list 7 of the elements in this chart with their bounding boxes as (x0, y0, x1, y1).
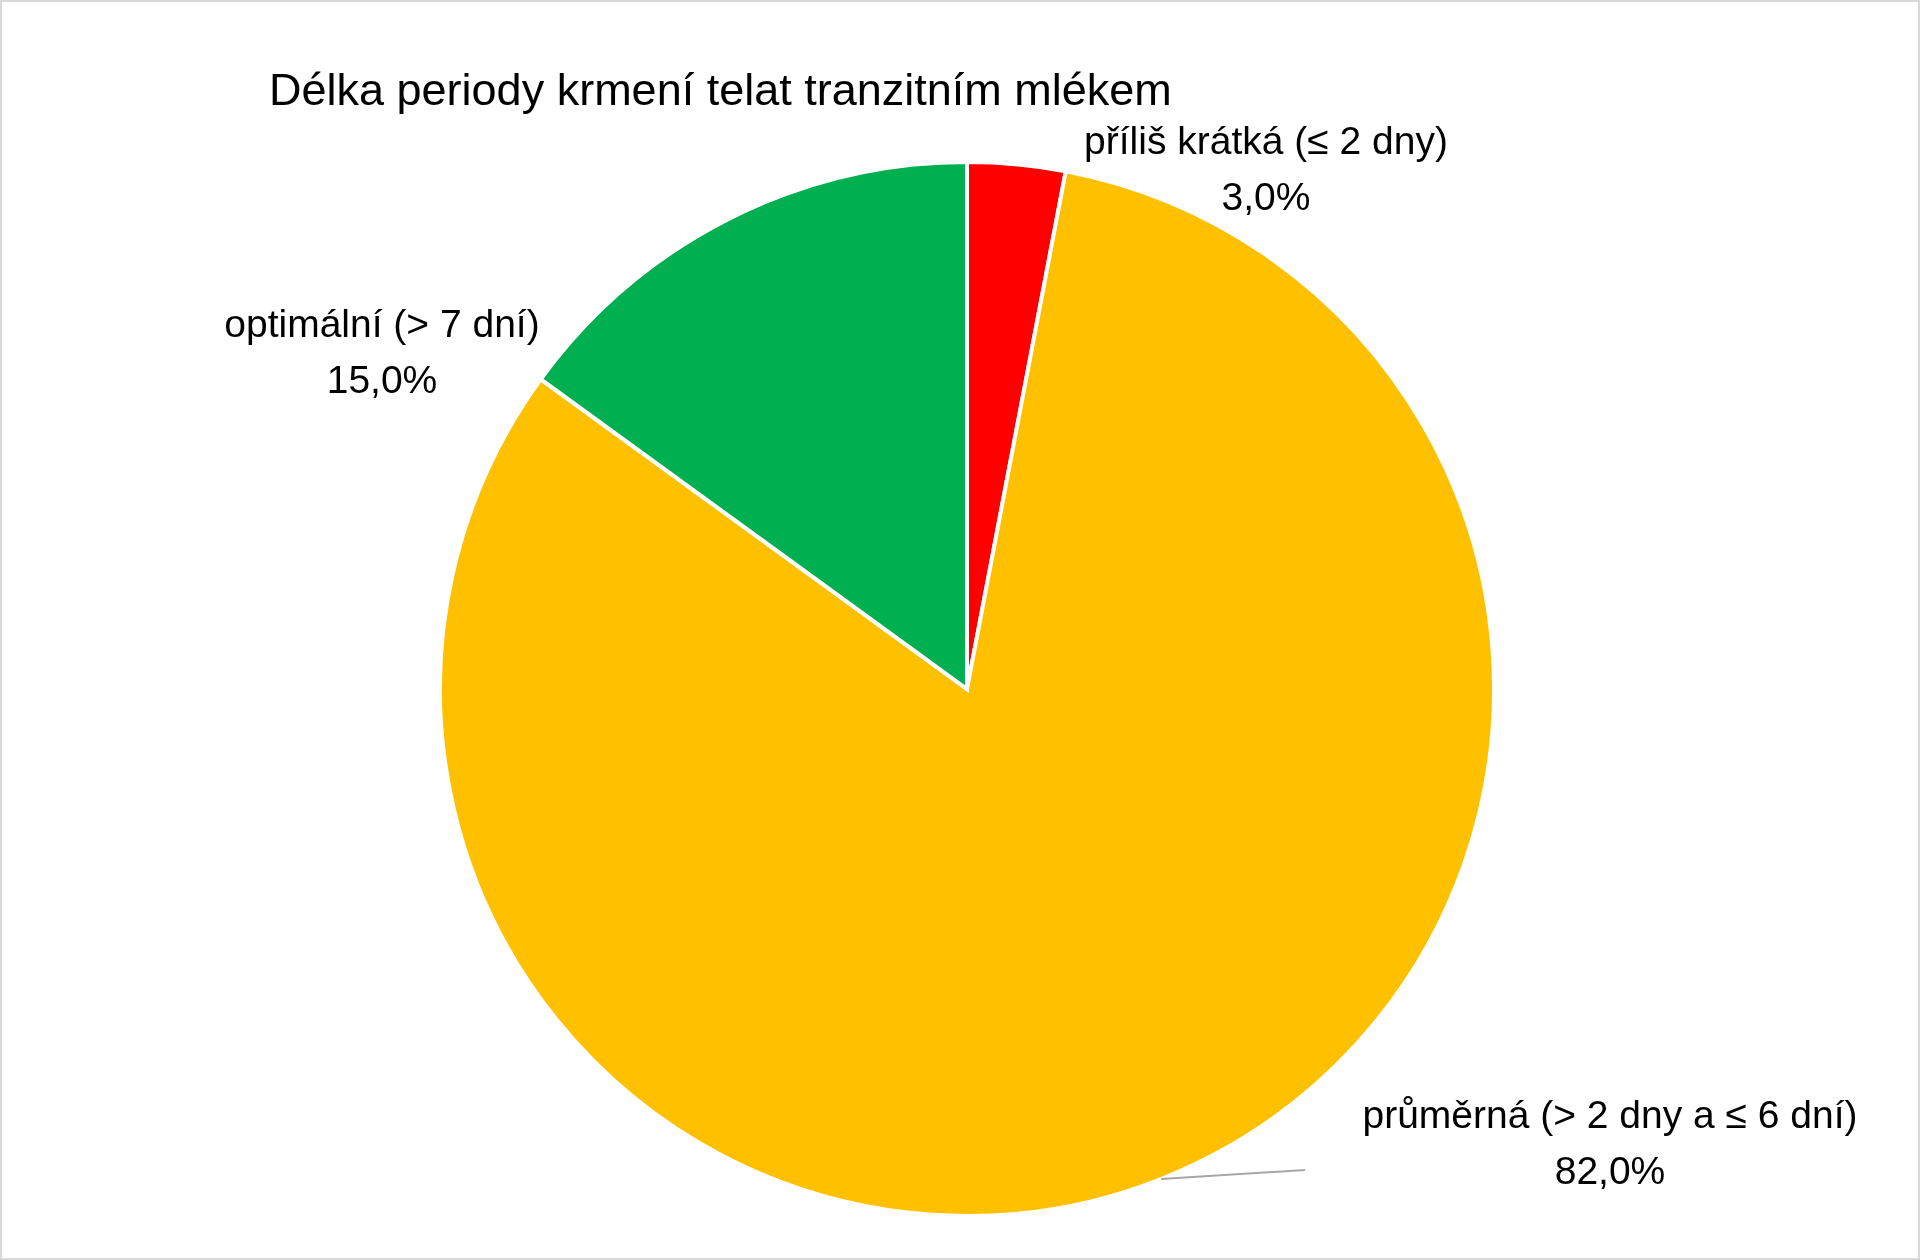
data-label: 82,0% (1554, 1149, 1666, 1192)
chart-title: Délka periody krmení telat tranzitním mlékem (269, 64, 1172, 116)
data-label: 3,0% (1221, 175, 1311, 218)
slice-label: průměrná (> 2 dny a ≤ 6 dní) (1362, 1093, 1858, 1136)
slice-label: optimální (> 7 dní) (224, 302, 540, 345)
slice-label: příliš krátká (≤ 2 dny) (1084, 119, 1448, 162)
data-label: 15,0% (326, 358, 438, 401)
